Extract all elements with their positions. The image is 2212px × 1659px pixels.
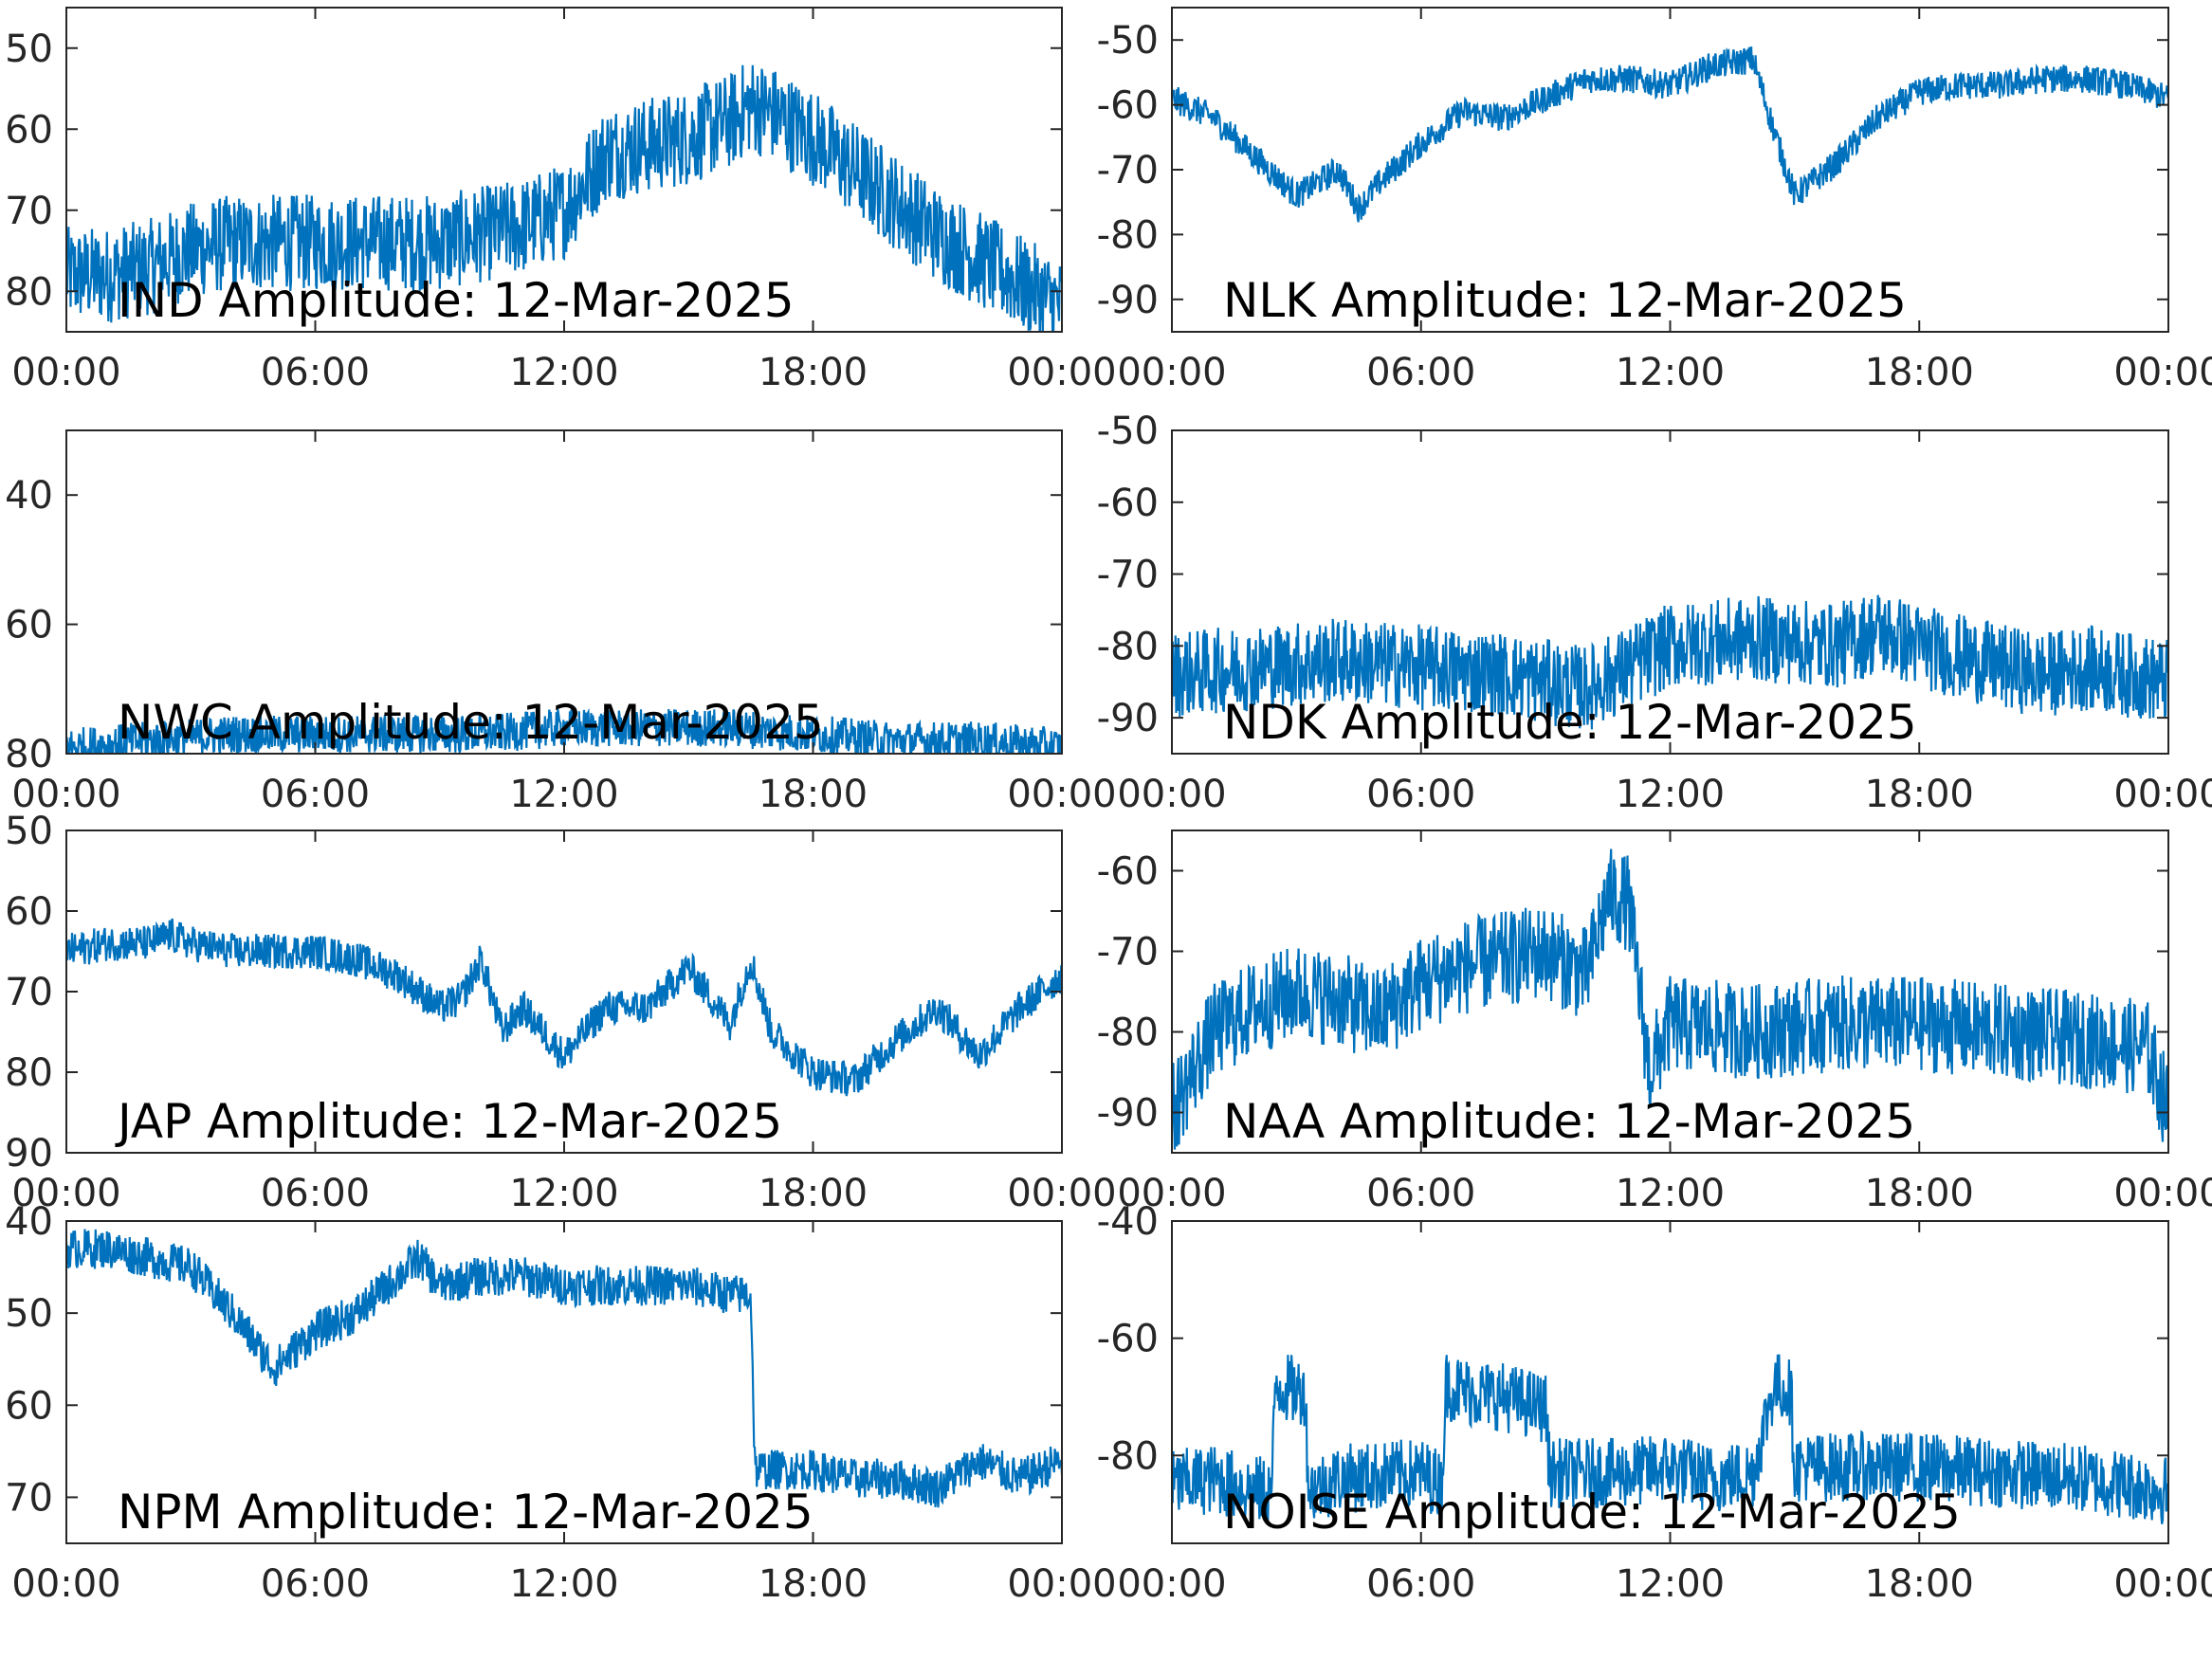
y-tick-label: -80 (1097, 213, 1159, 257)
x-tick-label: 06:00 (1366, 1562, 1475, 1606)
x-tick-label: 12:00 (1616, 773, 1725, 816)
y-tick-label: 60 (5, 890, 53, 934)
panel-title: NWC Amplitude: 12-Mar-2025 (118, 695, 824, 750)
x-tick-label: 00:00 (1007, 1562, 1116, 1606)
panel-1: 00:00 06:00 12:00 18:00 00:00 -50 -60 -70 -80 -90… (1097, 7, 2212, 394)
y-tick-label: 90 (5, 1132, 53, 1176)
series-line-4-0 (66, 918, 1062, 1097)
x-tick-label: 18:00 (759, 1172, 868, 1215)
panel-7: 00:00 06:00 12:00 18:00 00:00 -40 -60 -80 NOISE … (1097, 1200, 2212, 1606)
series-line-0-0 (66, 64, 1062, 332)
x-tick-label: 18:00 (759, 351, 868, 394)
y-tick-label: -40 (1097, 1200, 1159, 1244)
x-tick-label: 12:00 (1616, 1172, 1725, 1215)
y-tick-label: -80 (1097, 1012, 1159, 1055)
x-tick-label: 00:00 (1007, 1172, 1116, 1215)
y-tick-label: -90 (1097, 697, 1159, 740)
x-tick-label: 18:00 (1865, 1562, 1974, 1606)
series-line-5-0 (1172, 848, 2168, 1150)
y-tick-label: 50 (5, 27, 53, 71)
x-tick-label: 00:00 (2113, 1172, 2212, 1215)
y-tick-label: -80 (1097, 625, 1159, 668)
x-tick-label: 00:00 (2113, 1562, 2212, 1606)
panel-title: NDK Amplitude: 12-Mar-2025 (1223, 695, 1917, 750)
panel-title: NPM Amplitude: 12-Mar-2025 (118, 1485, 814, 1540)
panel-3: 00:00 06:00 12:00 18:00 00:00 -50 -60 -70 -80 -90… (1097, 410, 2212, 816)
x-tick-label: 06:00 (261, 773, 370, 816)
x-tick-label: 00:00 (2113, 351, 2212, 394)
y-tick-label: 50 (5, 1292, 53, 1336)
x-tick-label: 18:00 (1865, 1172, 1974, 1215)
y-tick-label: 60 (5, 108, 53, 152)
y-tick-label: -70 (1097, 149, 1159, 192)
x-tick-label: 12:00 (509, 773, 618, 816)
y-tick-label: -90 (1097, 1092, 1159, 1136)
x-tick-label: 12:00 (1616, 1562, 1725, 1606)
y-tick-label: -70 (1097, 554, 1159, 597)
y-tick-label: -70 (1097, 931, 1159, 975)
y-tick-label: 40 (5, 1200, 53, 1244)
x-tick-label: 00:00 (11, 1562, 120, 1606)
panel-title: IND Amplitude: 12-Mar-2025 (118, 273, 795, 328)
panel-title: NAA Amplitude: 12-Mar-2025 (1223, 1094, 1915, 1149)
y-tick-label: 60 (5, 1384, 53, 1428)
y-tick-label: -60 (1097, 1318, 1159, 1361)
x-tick-label: 00:00 (11, 1172, 120, 1215)
x-tick-label: 00:00 (1117, 1172, 1226, 1215)
x-tick-label: 12:00 (1616, 351, 1725, 394)
series-line-6-0 (66, 1229, 1062, 1508)
x-tick-label: 06:00 (261, 1172, 370, 1215)
y-tick-label: -50 (1097, 19, 1159, 63)
series-line-2-0 (66, 706, 1062, 754)
y-tick-label: -80 (1097, 1434, 1159, 1478)
y-tick-label: 80 (5, 733, 53, 776)
x-tick-label: 12:00 (509, 1172, 618, 1215)
x-tick-label: 18:00 (759, 1562, 868, 1606)
series-line-1-0 (1172, 46, 2168, 223)
x-tick-label: 00:00 (1007, 773, 1116, 816)
y-tick-label: 70 (5, 1476, 53, 1520)
panel-4: 00:00 06:00 12:00 18:00 00:00 50 60 70 80 90 JAP A… (5, 810, 1117, 1215)
x-tick-label: 06:00 (261, 351, 370, 394)
y-tick-label: -60 (1097, 84, 1159, 128)
panel-6: 00:00 06:00 12:00 18:00 00:00 40 50 60 70 NPM Amp… (5, 1200, 1117, 1606)
panel-title: JAP Amplitude: 12-Mar-2025 (115, 1094, 782, 1149)
series-line-7-0 (1172, 1354, 2168, 1524)
x-tick-label: 00:00 (1117, 773, 1226, 816)
x-tick-label: 00:00 (11, 773, 120, 816)
x-tick-label: 18:00 (759, 773, 868, 816)
x-tick-label: 00:00 (1117, 1562, 1226, 1606)
panel-5: 00:00 06:00 12:00 18:00 00:00 -60 -70 -80 -90 NAA… (1097, 830, 2212, 1215)
y-tick-label: 50 (5, 810, 53, 853)
x-tick-label: 00:00 (1117, 351, 1226, 394)
x-tick-label: 06:00 (1366, 1172, 1475, 1215)
y-tick-label: -60 (1097, 850, 1159, 894)
x-tick-label: 18:00 (1865, 773, 1974, 816)
y-tick-label: 70 (5, 971, 53, 1014)
y-tick-label: 70 (5, 190, 53, 233)
y-tick-label: 80 (5, 270, 53, 314)
panel-title: NOISE Amplitude: 12-Mar-2025 (1223, 1485, 1961, 1540)
panel-title: NLK Amplitude: 12-Mar-2025 (1223, 273, 1907, 328)
y-tick-label: -60 (1097, 482, 1159, 525)
y-tick-label: -50 (1097, 410, 1159, 453)
x-tick-label: 18:00 (1865, 351, 1974, 394)
x-tick-label: 00:00 (2113, 773, 2212, 816)
series-line-3-0 (1172, 594, 2168, 730)
y-tick-label: 60 (5, 604, 53, 647)
x-tick-label: 12:00 (509, 351, 618, 394)
y-tick-label: -90 (1097, 279, 1159, 322)
x-tick-label: 06:00 (1366, 773, 1475, 816)
panel-0: 00:00 06:00 12:00 18:00 00:00 50 60 70 80 IND Amp… (5, 7, 1117, 394)
y-tick-label: 40 (5, 474, 53, 518)
x-tick-label: 12:00 (509, 1562, 618, 1606)
panel-2: 00:00 06:00 12:00 18:00 00:00 40 60 80 NWC Ampli… (5, 429, 1117, 816)
x-tick-label: 06:00 (261, 1562, 370, 1606)
x-tick-label: 06:00 (1366, 351, 1475, 394)
y-tick-label: 80 (5, 1051, 53, 1095)
x-tick-label: 00:00 (1007, 351, 1116, 394)
x-tick-label: 00:00 (11, 351, 120, 394)
